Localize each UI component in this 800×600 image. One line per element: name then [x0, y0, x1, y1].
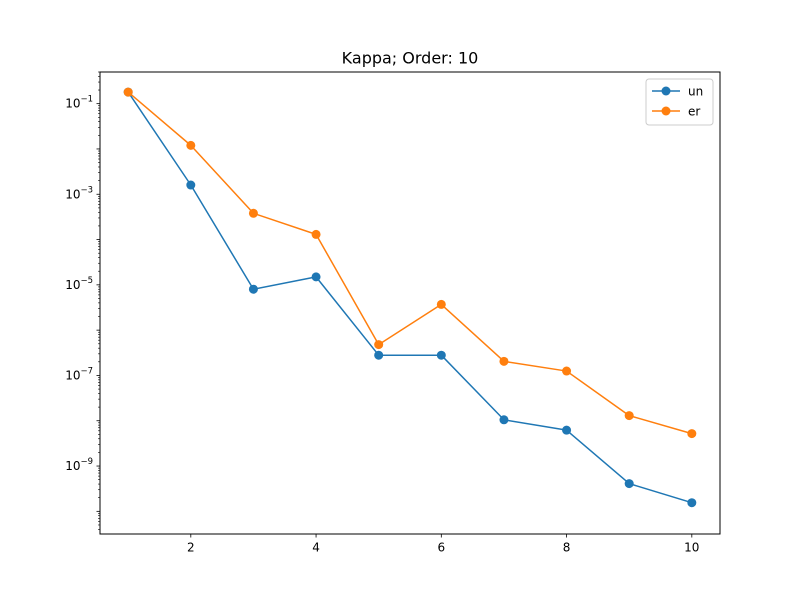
- y-tick-label-exponent: −5: [80, 276, 93, 286]
- legend-marker: [661, 86, 671, 96]
- data-point-un: [624, 479, 634, 489]
- data-point-un: [687, 498, 697, 508]
- y-tick-label-exponent: −9: [80, 457, 93, 467]
- data-point-un: [186, 180, 196, 190]
- data-point-un: [311, 272, 321, 282]
- data-point-er: [123, 87, 133, 97]
- data-point-un: [499, 415, 509, 425]
- data-point-er: [624, 411, 634, 421]
- data-point-un: [248, 284, 258, 294]
- y-tick-label-base: 10: [65, 278, 80, 292]
- legend-label: er: [688, 105, 700, 119]
- legend: un er: [645, 78, 714, 126]
- y-tick-label-base: 10: [65, 187, 80, 201]
- legend-item-un: un: [652, 85, 703, 99]
- series-layer: [123, 87, 697, 508]
- y-tick-label-exponent: −3: [80, 185, 93, 195]
- data-point-er: [499, 356, 509, 366]
- y-tick-label: 10−7: [65, 366, 93, 382]
- plot-frame: [99, 71, 721, 535]
- chart-title: Kappa; Order: 10: [342, 49, 479, 68]
- data-point-un: [374, 350, 384, 360]
- y-tick-label-base: 10: [65, 97, 80, 111]
- y-tick-label: 10−3: [65, 185, 93, 201]
- data-point-er: [562, 366, 572, 376]
- y-tick-label-base: 10: [65, 459, 80, 473]
- data-point-er: [436, 299, 446, 309]
- x-tick-label: 4: [312, 541, 320, 555]
- legend-item-er: er: [652, 105, 700, 119]
- data-point-er: [248, 208, 258, 218]
- x-tick-label: 10: [684, 541, 699, 555]
- data-point-er: [186, 140, 196, 150]
- y-tick-label: 10−9: [65, 457, 93, 473]
- y-tick-label-exponent: −7: [80, 366, 93, 376]
- series-er: [123, 87, 697, 439]
- legend-marker: [661, 106, 671, 116]
- x-tick-label: 6: [437, 541, 445, 555]
- data-point-un: [562, 425, 572, 435]
- series-un: [123, 87, 697, 508]
- x-tick-label: 8: [563, 541, 571, 555]
- y-tick-label-base: 10: [65, 368, 80, 382]
- series-line-er: [127, 91, 693, 435]
- x-axis: 2 4 6 8 10: [187, 534, 699, 555]
- data-point-er: [374, 340, 384, 350]
- data-point-un: [436, 350, 446, 360]
- y-tick-label: 10−1: [65, 95, 93, 111]
- data-point-er: [687, 429, 697, 439]
- y-axis: 10−910−710−510−310−1: [65, 71, 100, 530]
- data-point-er: [311, 229, 321, 239]
- y-tick-label: 10−5: [65, 276, 93, 292]
- x-tick-label: 2: [187, 541, 195, 555]
- legend-label: un: [688, 85, 703, 99]
- series-line-un: [127, 91, 693, 504]
- y-tick-label-exponent: −1: [80, 95, 93, 105]
